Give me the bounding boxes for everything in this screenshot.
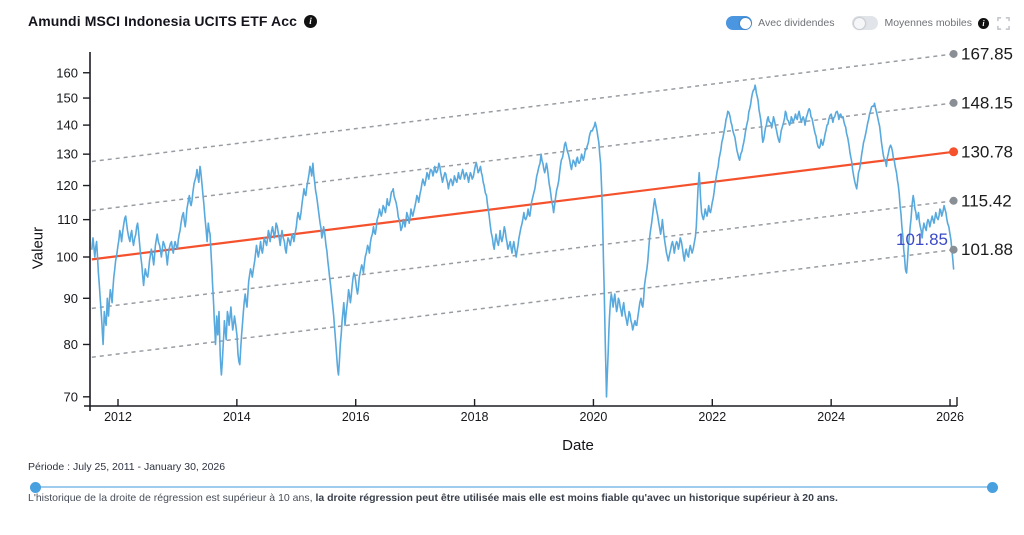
moving-averages-info-icon[interactable]: i bbox=[978, 17, 989, 29]
regression-disclaimer: L'historique de la droite de régression … bbox=[28, 492, 1008, 504]
regression-channel-line bbox=[91, 53, 954, 163]
disclaimer-bold-text: la droite régression peut être utilisée … bbox=[315, 492, 838, 504]
moving-averages-toggle-label: Moyennes mobiles bbox=[884, 17, 972, 29]
regression-end-dot bbox=[949, 147, 959, 157]
x-tick-label: 2024 bbox=[817, 410, 845, 424]
channel-end-label: 101.88 bbox=[961, 240, 1013, 259]
regression-end-label: 130.78 bbox=[961, 142, 1013, 161]
y-tick-label: 100 bbox=[56, 250, 78, 265]
page-title: Amundi MSCI Indonesia UCITS ETF Acc bbox=[28, 13, 298, 29]
channel-end-dot bbox=[949, 98, 958, 107]
channel-end-label: 115.42 bbox=[961, 191, 1012, 210]
slider-handle-right[interactable] bbox=[987, 481, 998, 493]
slider-handle-left[interactable] bbox=[30, 481, 41, 493]
y-tick-label: 90 bbox=[64, 291, 78, 306]
y-axis-title: Valeur bbox=[29, 226, 47, 270]
toggle-knob bbox=[739, 17, 751, 29]
x-tick-label: 2018 bbox=[461, 410, 489, 424]
page-header: Amundi MSCI Indonesia UCITS ETF Acc i bbox=[28, 13, 318, 29]
x-tick-label: 2020 bbox=[580, 410, 608, 424]
channel-end-label: 148.15 bbox=[961, 93, 1013, 112]
y-tick-label: 150 bbox=[56, 91, 78, 106]
y-tick-label: 140 bbox=[56, 118, 78, 133]
x-axis-title: Date bbox=[562, 437, 594, 454]
channel-end-label: 167.85 bbox=[961, 44, 1013, 63]
y-tick-label: 120 bbox=[56, 178, 78, 193]
x-tick-label: 2026 bbox=[936, 410, 964, 424]
y-tick-label: 110 bbox=[57, 212, 78, 227]
regression-channel-line bbox=[91, 102, 954, 212]
period-range-slider[interactable] bbox=[30, 480, 998, 494]
current-value-label: 101.85 bbox=[896, 230, 948, 249]
channel-end-dot bbox=[949, 49, 958, 58]
slider-track[interactable] bbox=[36, 486, 992, 488]
channel-end-dot bbox=[949, 245, 958, 254]
regression-channel-line bbox=[91, 248, 954, 358]
fullscreen-icon[interactable] bbox=[997, 16, 1010, 30]
y-tick-label: 70 bbox=[64, 389, 78, 404]
regression-line bbox=[91, 150, 954, 261]
x-tick-label: 2012 bbox=[104, 410, 132, 424]
chart-controls: Avec dividendes Moyennes mobiles i bbox=[726, 16, 1010, 30]
disclaimer-normal-text: L'historique de la droite de régression … bbox=[28, 492, 316, 504]
toggle-knob bbox=[853, 17, 865, 29]
x-tick-label: 2016 bbox=[342, 410, 370, 424]
y-tick-label: 160 bbox=[56, 65, 78, 80]
period-label: Période : July 25, 2011 - January 30, 20… bbox=[28, 461, 226, 473]
dividends-toggle[interactable] bbox=[726, 16, 753, 30]
regression-channel-line bbox=[91, 200, 954, 310]
price-line bbox=[91, 84, 955, 398]
y-tick-label: 130 bbox=[56, 147, 78, 162]
channel-end-dot bbox=[949, 196, 958, 205]
title-info-icon[interactable]: i bbox=[304, 14, 318, 28]
x-tick-label: 2022 bbox=[698, 410, 726, 424]
x-tick-label: 2014 bbox=[223, 410, 251, 424]
moving-averages-toggle[interactable] bbox=[852, 16, 879, 30]
dividends-toggle-label: Avec dividendes bbox=[758, 17, 835, 29]
y-tick-label: 80 bbox=[64, 337, 78, 352]
